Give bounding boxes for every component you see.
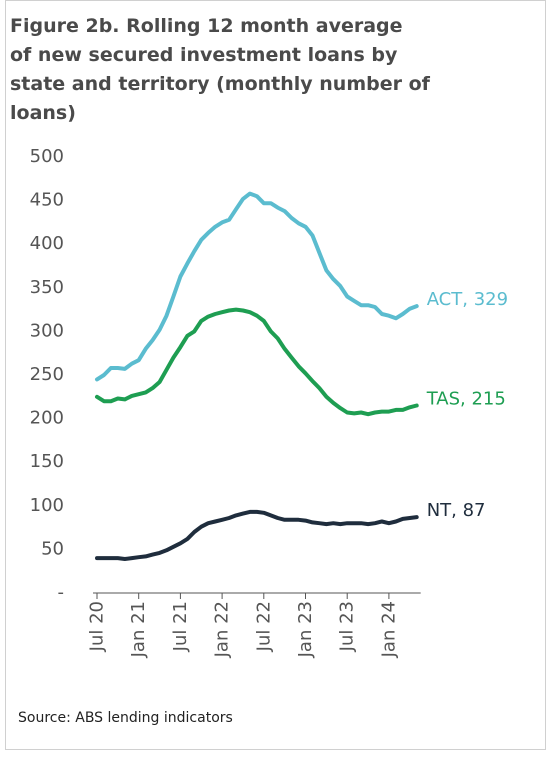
y-tick-label: 350	[30, 277, 64, 298]
end-label: TAS, 215	[426, 389, 506, 410]
x-tick-label: Jul 23	[337, 601, 358, 652]
y-tick-label: 500	[30, 146, 64, 167]
series-line	[95, 307, 419, 417]
y-tick-label: 250	[30, 364, 64, 385]
frame	[5, 0, 546, 750]
x-tick-label: Jan 22	[212, 601, 233, 658]
y-tick-label: 50	[41, 538, 64, 559]
chart-title: Figure 2b. Rolling 12 month average of n…	[10, 15, 430, 124]
x-tick-label: Jan 24	[378, 601, 399, 658]
series-line	[95, 191, 419, 382]
source: Source: ABS lending indicators	[18, 710, 233, 726]
x-tick-label: Jul 21	[170, 601, 191, 652]
y-tick-label: 100	[30, 495, 64, 516]
x-tick-label: Jan 21	[128, 601, 149, 658]
x-tick-label: Jul 22	[253, 601, 274, 652]
y-tick-label: 300	[30, 320, 64, 341]
y-tick-label: 400	[30, 233, 64, 254]
y-tick-label: 150	[30, 451, 64, 472]
y-tick-label: 450	[30, 190, 64, 211]
end-label: ACT, 329	[427, 289, 508, 310]
x-tick-label: Jan 23	[295, 601, 316, 658]
x-tick-label: Jul 20	[87, 601, 108, 652]
y-tick-label: 200	[30, 408, 64, 429]
end-label: NT, 87	[427, 500, 486, 521]
y-tick-label: -	[58, 582, 65, 603]
series-line	[95, 509, 419, 561]
